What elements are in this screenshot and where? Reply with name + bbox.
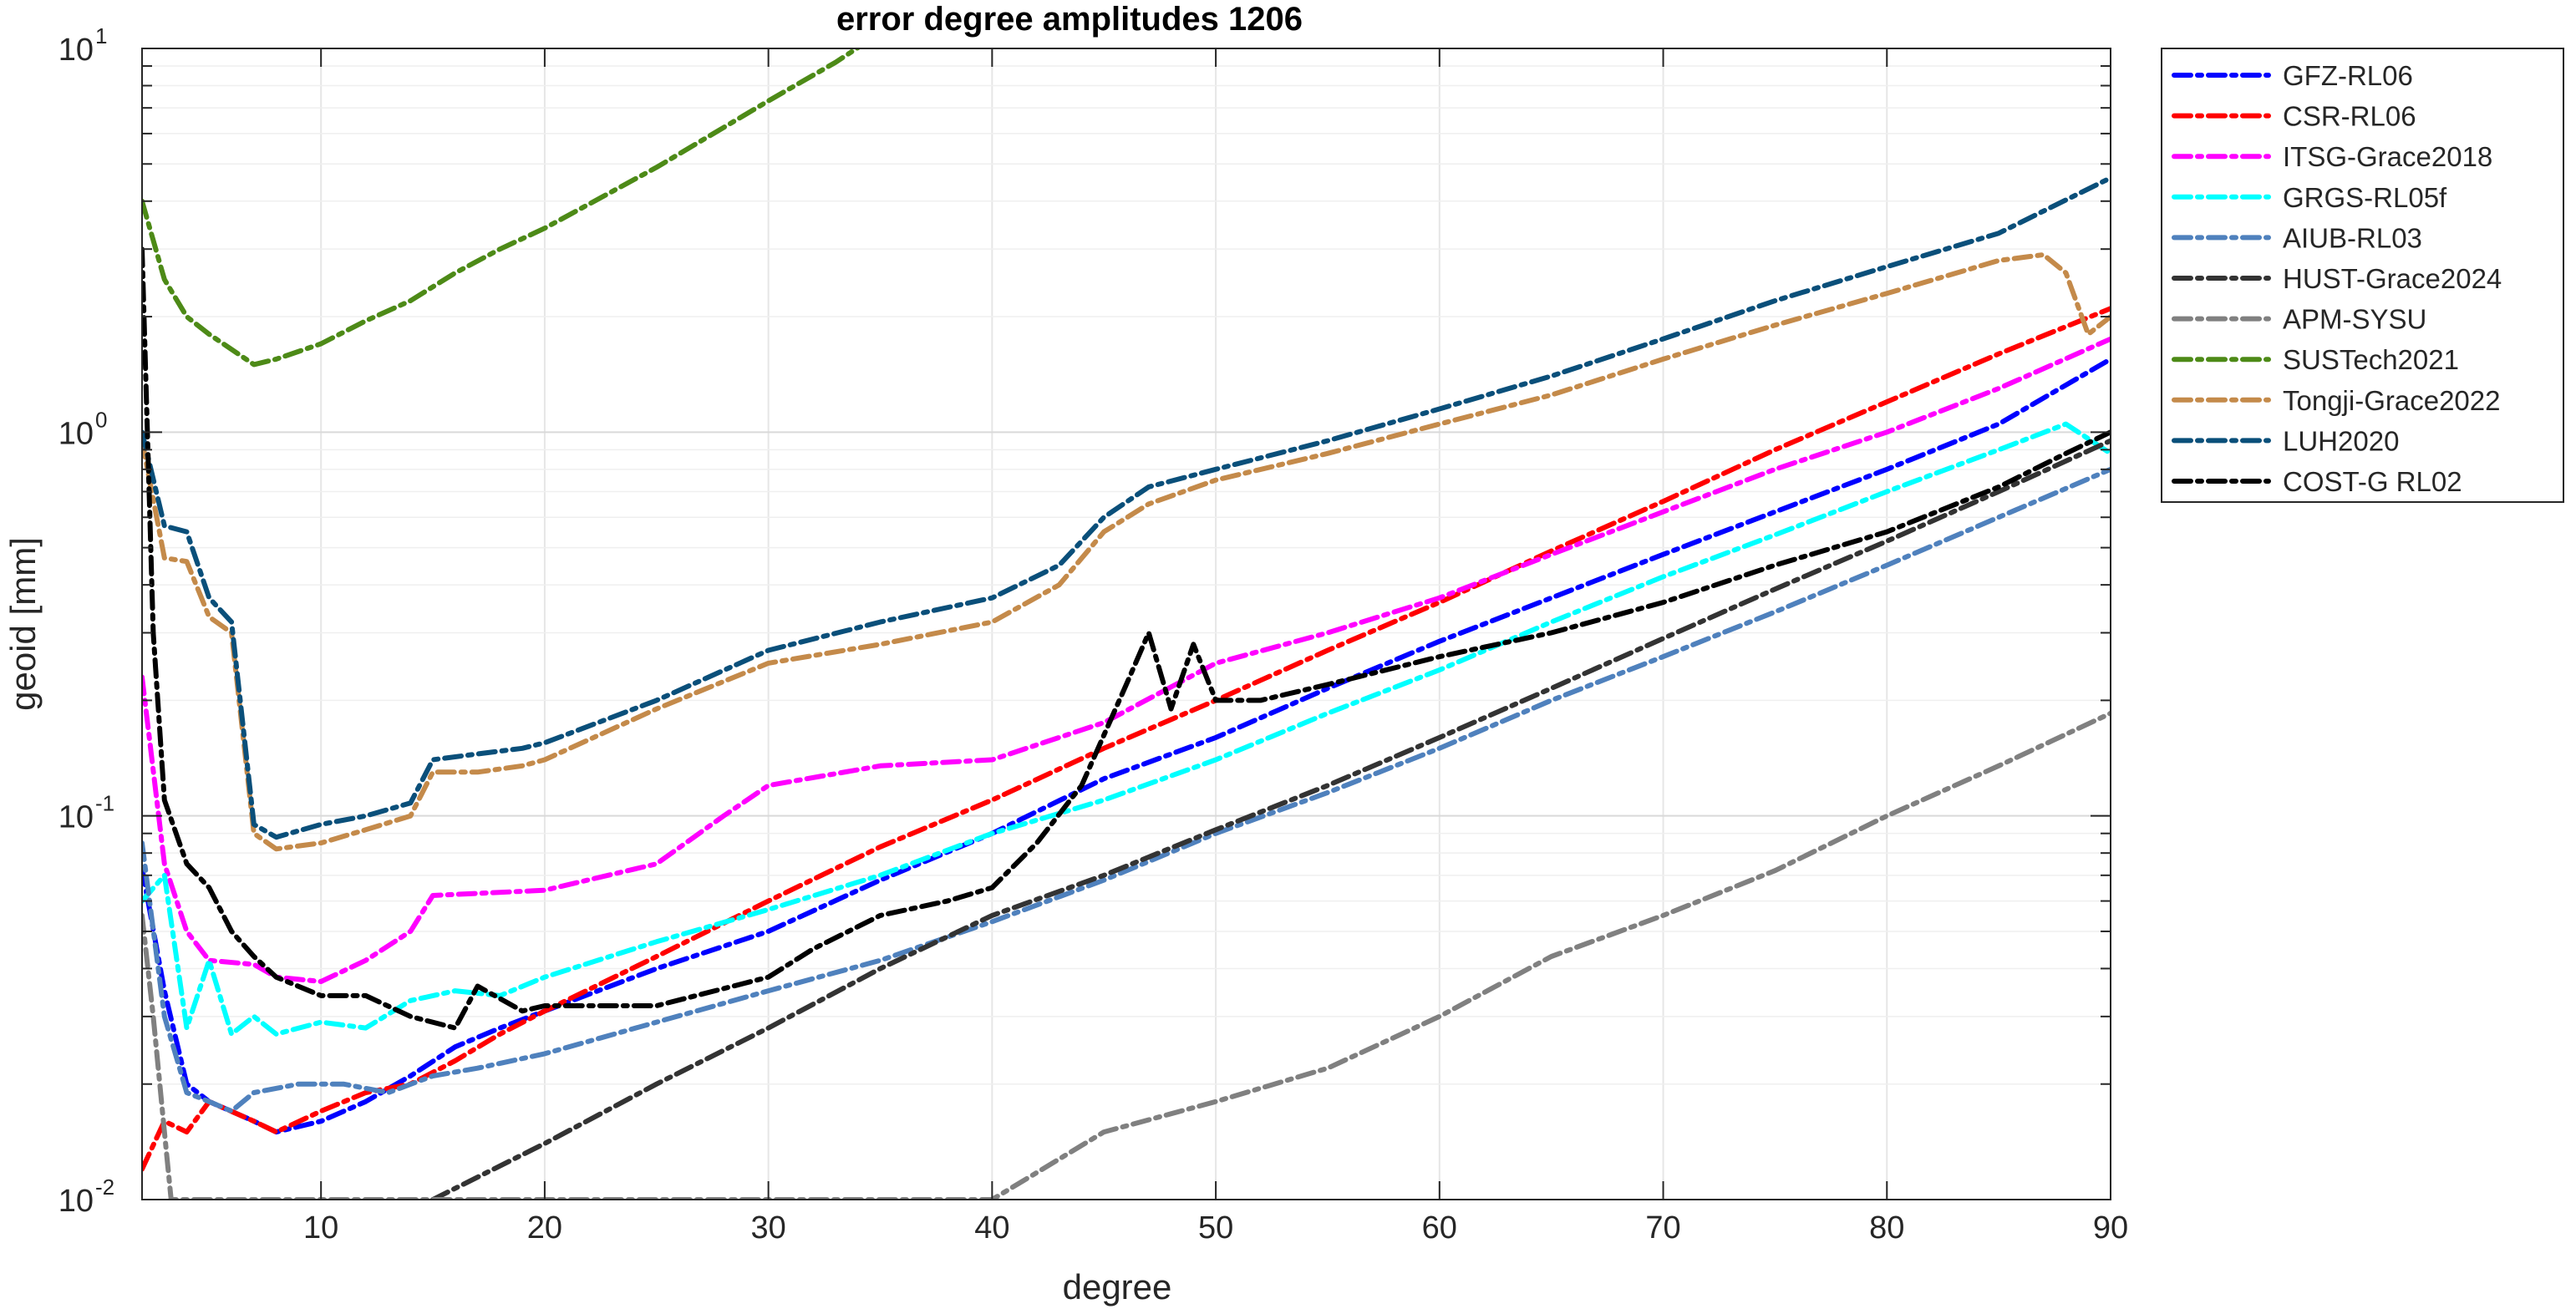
y-tick-label-exponent: -1 <box>95 791 114 816</box>
legend-label: SUSTech2021 <box>2283 344 2459 375</box>
x-tick-label: 70 <box>1645 1210 1680 1246</box>
series-line-tongji-grace2022 <box>142 251 2111 852</box>
legend-label: LUH2020 <box>2283 425 2399 456</box>
grid-lines <box>142 48 2111 1200</box>
y-tick-label-base: 10 <box>58 416 94 451</box>
legend-box <box>2161 48 2564 503</box>
x-tick-label: 80 <box>1869 1210 1904 1246</box>
legend-label: HUST-Grace2024 <box>2283 263 2502 294</box>
x-tick-label: 10 <box>303 1210 338 1246</box>
series-line-csr-rl06 <box>142 306 2111 1172</box>
legend-label: APM-SYSU <box>2283 304 2426 335</box>
legend-label: ITSG-Grace2018 <box>2283 141 2492 172</box>
chart-title: error degree amplitudes 1206 <box>836 1 1303 38</box>
y-tick-label-exponent: 1 <box>95 23 107 48</box>
x-axis-label: degree <box>1063 1267 1172 1306</box>
plot-area-frame <box>141 48 2111 1200</box>
series-line-itsg-grace2018 <box>142 336 2111 984</box>
x-tick-label: 90 <box>2093 1210 2128 1246</box>
y-tick-label-base: 10 <box>58 800 94 835</box>
series-line-sustech2021 <box>142 48 861 368</box>
y-tick-label-base: 10 <box>58 33 94 68</box>
series-line-grgs-rl05f <box>142 421 2111 1037</box>
series-line-hust-grace2024 <box>430 438 2111 1200</box>
y-tick-label-exponent: 0 <box>95 407 107 432</box>
x-tick-label: 20 <box>527 1210 562 1246</box>
legend-label: GRGS-RL05f <box>2283 182 2447 213</box>
x-tick-label: 60 <box>1422 1210 1457 1246</box>
y-tick-label: 10 -1 <box>58 791 114 835</box>
series-line-apm-sysu <box>142 710 2111 1200</box>
legend-label: COST-G RL02 <box>2283 466 2462 497</box>
x-tick-label: 30 <box>750 1210 785 1246</box>
y-tick-label: 10 1 <box>58 23 108 68</box>
y-tick-label-exponent: -2 <box>95 1175 114 1200</box>
legend-label: Tongji-Grace2022 <box>2283 385 2501 416</box>
series-line-aiub-rl03 <box>142 466 2111 1114</box>
y-tick-label: 10 -2 <box>58 1175 114 1219</box>
x-tick-label: 50 <box>1198 1210 1233 1246</box>
series-line-luh2020 <box>142 175 2111 840</box>
x-tick-label: 40 <box>974 1210 1009 1246</box>
legend-label: AIUB-RL03 <box>2283 222 2422 253</box>
series-layer <box>142 48 2111 1200</box>
plot-area-background <box>142 48 2111 1200</box>
legend-label: CSR-RL06 <box>2283 101 2416 132</box>
legend: GFZ-RL06 CSR-RL06 ITSG-Grace2018 GRGS-RL05f… <box>2161 48 2564 503</box>
y-tick-label-base: 10 <box>58 1184 94 1219</box>
series-line-gfz-rl06 <box>142 356 2111 1135</box>
y-tick-label: 10 0 <box>58 407 108 451</box>
y-axis-label: geoid [mm] <box>3 537 43 711</box>
legend-label: GFZ-RL06 <box>2283 60 2413 91</box>
series-line-cost-g-rl02 <box>142 246 2111 1031</box>
